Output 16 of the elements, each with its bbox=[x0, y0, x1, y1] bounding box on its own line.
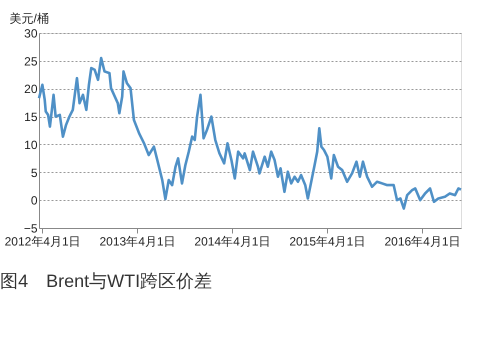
x-tick-label: 2013年4月1日 bbox=[100, 234, 176, 248]
y-tick-label: 25 bbox=[24, 54, 38, 68]
x-tick-label: 2015年4月1日 bbox=[289, 234, 366, 248]
x-tick-label: 2016年4月1日 bbox=[384, 234, 461, 248]
text: 图4 Brent与WTI跨区价差 bbox=[0, 271, 212, 291]
y-axis-title: 美元/桶 bbox=[10, 12, 49, 26]
y-tick-label: 30 bbox=[24, 26, 38, 40]
y-tick-label: 5 bbox=[30, 166, 38, 180]
y-tick-label: 10 bbox=[24, 138, 38, 152]
y-tick-label: −5 bbox=[24, 222, 38, 236]
y-tick-label: 20 bbox=[24, 82, 38, 96]
y-tick-label: 15 bbox=[24, 110, 38, 124]
y-tick-label: 0 bbox=[30, 194, 38, 208]
line-series bbox=[38, 56, 462, 210]
x-tick-label: 2014年4月1日 bbox=[194, 234, 270, 248]
x-tick-label: 2012年4月1日 bbox=[4, 234, 81, 248]
